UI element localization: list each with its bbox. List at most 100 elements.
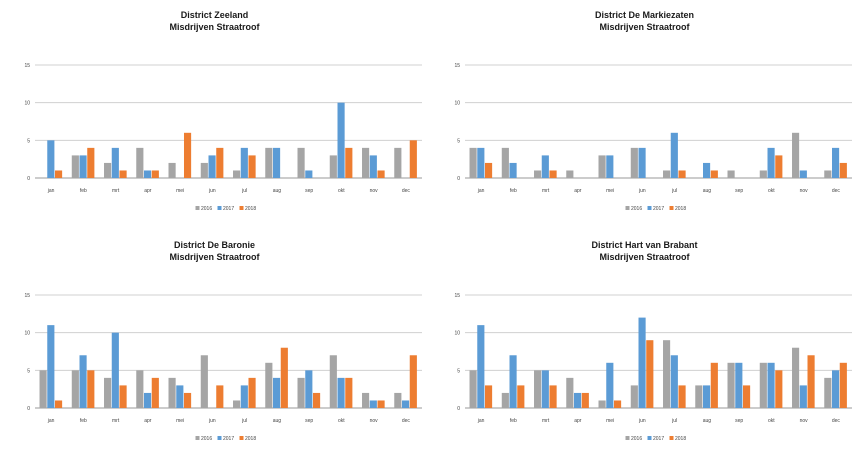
bar-2018-mrt <box>119 385 127 408</box>
bar-2018-aug <box>710 170 718 178</box>
bar-2016-apr <box>566 170 574 178</box>
bar-2017-jul <box>670 355 678 408</box>
y-tick-label: 10 <box>24 101 30 107</box>
x-tick-label: aug <box>703 188 712 194</box>
legend-label-2018: 2018 <box>675 436 686 442</box>
x-tick-label: feb <box>510 188 517 194</box>
bar-2016-mei <box>598 155 606 178</box>
chart-title: District Hart van Brabant <box>591 240 698 250</box>
x-tick-label: jun <box>638 418 646 424</box>
x-tick-label: jan <box>47 418 55 424</box>
bar-2017-feb <box>79 355 87 408</box>
bar-2018-sep <box>743 385 751 408</box>
chart-panel-de-baronie: District De Baronie Misdrijven Straatroo… <box>0 230 429 452</box>
x-tick-label: jun <box>638 188 646 194</box>
bar-2018-jun <box>216 147 224 178</box>
bar-2016-nov <box>362 392 370 408</box>
bar-2017-jul <box>670 132 678 178</box>
bar-2016-jul <box>663 170 671 178</box>
x-tick-label: nov <box>370 188 379 194</box>
bar-2016-feb <box>71 155 79 178</box>
bar-2016-okt <box>759 362 767 408</box>
bar-2017-sep <box>735 362 743 408</box>
bar-2017-nov <box>369 155 377 178</box>
bar-2016-apr <box>136 147 144 178</box>
bar-2016-nov <box>792 132 800 178</box>
bar-2016-mrt <box>534 170 542 178</box>
y-tick-label: 10 <box>24 331 30 337</box>
bar-2016-jun <box>200 355 208 408</box>
x-tick-label: sep <box>305 188 313 194</box>
x-tick-label: jul <box>671 188 677 194</box>
bar-2016-jan <box>469 147 477 178</box>
bar-2017-okt <box>767 147 775 178</box>
bar-2017-mrt <box>111 332 119 408</box>
x-tick-label: nov <box>370 418 379 424</box>
legend-swatch-2018 <box>669 206 674 210</box>
bar-2018-sep <box>313 392 321 408</box>
bar-2018-jan <box>484 385 493 408</box>
chart-subtitle: Misdrijven Straatroof <box>599 252 690 262</box>
x-tick-label: jan <box>47 188 55 194</box>
bar-2016-okt <box>759 170 767 178</box>
chart-panel-hart-van-brabant: District Hart van Brabant Misdrijven Str… <box>430 230 859 452</box>
bar-2016-jul <box>663 340 671 408</box>
bar-2018-feb <box>517 385 525 408</box>
x-tick-label: feb <box>80 418 87 424</box>
x-tick-label: jan <box>477 418 485 424</box>
bar-2018-okt <box>775 370 783 408</box>
bar-2016-sep <box>297 377 305 408</box>
x-tick-label: aug <box>273 188 282 194</box>
y-tick-label: 0 <box>457 406 460 412</box>
bar-2017-aug <box>273 147 281 178</box>
bar-2016-dec <box>824 170 832 178</box>
x-tick-label: aug <box>703 418 712 424</box>
x-tick-label: mrt <box>112 418 120 424</box>
bar-2017-mei <box>176 385 184 408</box>
bar-2018-mei <box>613 400 622 408</box>
x-tick-label: nov <box>800 188 809 194</box>
legend-swatch-2016 <box>195 436 200 440</box>
y-tick-label: 0 <box>27 176 30 182</box>
bar-2017-dec <box>402 400 410 408</box>
bar-2017-okt <box>337 377 345 408</box>
bar-2017-feb <box>509 162 517 178</box>
bar-2016-aug <box>695 385 703 408</box>
bar-2018-jun <box>646 340 654 408</box>
x-tick-label: jun <box>208 418 216 424</box>
bar-2018-feb <box>87 370 95 408</box>
legend-swatch-2016 <box>195 206 200 210</box>
bar-2018-jan <box>54 400 63 408</box>
x-tick-label: sep <box>305 418 313 424</box>
legend-label-2016: 2016 <box>631 206 642 212</box>
bar-2017-apr <box>144 392 152 408</box>
bar-2018-mrt <box>119 170 127 178</box>
x-tick-label: dec <box>402 418 411 424</box>
x-tick-label: jul <box>671 418 677 424</box>
bar-2017-mrt <box>111 147 119 178</box>
bar-2017-mrt <box>541 370 549 408</box>
chart-title: District De Markiezaten <box>594 10 695 20</box>
bar-2017-apr <box>574 392 582 408</box>
x-tick-label: feb <box>510 418 517 424</box>
bar-2017-nov <box>369 400 377 408</box>
bar-2018-aug <box>710 362 718 408</box>
x-tick-label: okt <box>768 418 775 424</box>
bar-chart-hart-van-brabant: 0 5 10 15 jan feb mrt apr mei jun jul aug sep okt nov d… <box>454 293 852 442</box>
x-tick-label: dec <box>402 188 411 194</box>
bar-2018-okt <box>345 377 353 408</box>
x-tick-label: sep <box>735 188 743 194</box>
bar-2016-sep <box>727 170 735 178</box>
bar-2018-jan <box>54 170 63 178</box>
x-tick-label: mrt <box>112 188 120 194</box>
bar-chart-zeeland: 0 5 10 15 jan feb mrt apr mei jun jul aug sep okt nov d… <box>24 63 422 212</box>
bar-2017-jan <box>47 325 55 408</box>
bar-chart-de-baronie: 0 5 10 15 jan feb mrt apr mei jun jul aug sep okt nov d… <box>24 293 422 442</box>
y-tick-label: 15 <box>24 293 30 299</box>
legend-label-2016: 2016 <box>201 206 212 212</box>
bar-2018-jul <box>248 377 256 408</box>
legend-label-2017: 2017 <box>653 206 664 212</box>
y-tick-label: 5 <box>457 368 460 374</box>
bar-2018-mrt <box>549 170 557 178</box>
legend-label-2016: 2016 <box>631 436 642 442</box>
